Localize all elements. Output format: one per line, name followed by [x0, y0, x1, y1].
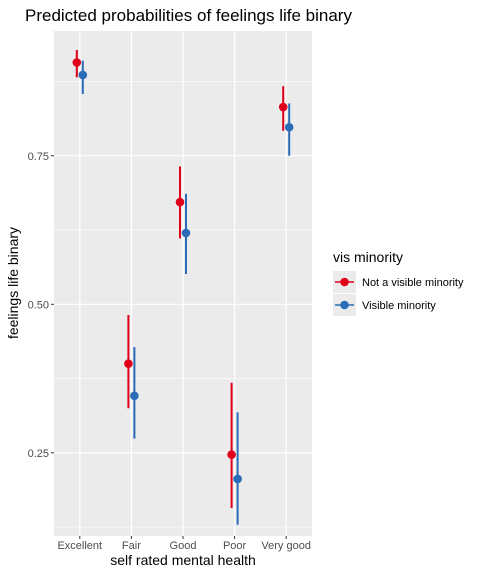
- x-axis-title: self rated mental health: [110, 552, 256, 568]
- data-point: [233, 474, 242, 484]
- data-point: [175, 197, 185, 207]
- data-point: [278, 102, 288, 112]
- data-point: [72, 58, 82, 67]
- legend-label: Visible minority: [362, 300, 436, 312]
- chart-title: Predicted probabilities of feelings life…: [25, 6, 352, 25]
- y-tick-label: 0.25: [28, 448, 49, 460]
- data-point: [284, 122, 294, 132]
- data-point: [124, 359, 133, 369]
- axis-layer: 0.25 0.50 0.75 Excellent Fair Good Poor Very go…: [28, 151, 311, 552]
- legend-key-point: [340, 277, 349, 287]
- data-point: [227, 450, 236, 459]
- data-point: [181, 228, 191, 238]
- legend: vis minority Not a visible minority Visib…: [333, 249, 464, 316]
- series-layer: [72, 50, 294, 525]
- legend-key-point: [340, 300, 349, 310]
- x-tick-label: Fair: [122, 540, 141, 552]
- x-tick-label: Excellent: [57, 540, 102, 552]
- y-tick-label: 0.75: [28, 151, 49, 163]
- data-point: [130, 391, 139, 401]
- y-axis-title: feelings life binary: [5, 227, 21, 339]
- y-tick-label: 0.50: [28, 299, 49, 311]
- legend-title: vis minority: [333, 249, 403, 265]
- data-point: [78, 70, 88, 80]
- legend-keys: Not a visible minority Visible minority: [333, 271, 464, 316]
- legend-label: Not a visible minority: [362, 277, 464, 289]
- x-tick-label: Very good: [261, 540, 311, 552]
- x-tick-label: Good: [170, 540, 197, 552]
- x-tick-label: Poor: [223, 540, 247, 552]
